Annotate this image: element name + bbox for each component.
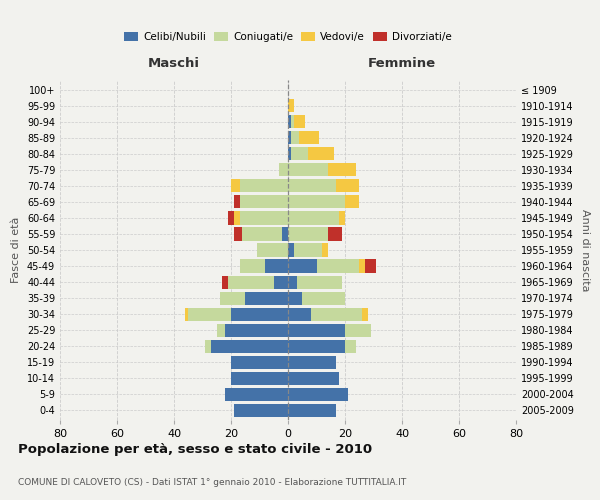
Bar bbox=[228, 276, 274, 288]
Bar bbox=[291, 147, 308, 160]
Bar bbox=[239, 212, 288, 224]
Text: Popolazione per età, sesso e stato civile - 2010: Popolazione per età, sesso e stato civil… bbox=[18, 442, 372, 456]
Bar bbox=[239, 180, 288, 192]
Bar bbox=[345, 196, 359, 208]
Bar bbox=[288, 404, 337, 417]
Bar bbox=[288, 276, 296, 288]
Bar bbox=[234, 212, 239, 224]
Bar bbox=[311, 308, 362, 320]
Bar bbox=[288, 260, 317, 272]
Bar bbox=[302, 292, 345, 304]
Bar bbox=[328, 163, 356, 176]
Bar bbox=[220, 292, 245, 304]
Bar bbox=[288, 180, 337, 192]
Legend: Celibi/Nubili, Coniugati/e, Vedovi/e, Divorziati/e: Celibi/Nubili, Coniugati/e, Vedovi/e, Di… bbox=[120, 28, 456, 46]
Bar bbox=[226, 324, 288, 337]
Bar bbox=[242, 228, 283, 240]
Bar bbox=[362, 308, 368, 320]
Text: Maschi: Maschi bbox=[148, 58, 200, 70]
Bar bbox=[337, 180, 359, 192]
Bar bbox=[280, 163, 288, 176]
Text: Femmine: Femmine bbox=[368, 58, 436, 70]
Bar bbox=[340, 212, 345, 224]
Bar bbox=[299, 131, 319, 144]
Bar bbox=[274, 276, 288, 288]
Bar bbox=[288, 115, 291, 128]
Bar bbox=[291, 115, 294, 128]
Bar bbox=[288, 292, 302, 304]
Bar bbox=[228, 212, 234, 224]
Bar bbox=[234, 228, 242, 240]
Bar bbox=[211, 340, 288, 353]
Bar bbox=[288, 212, 340, 224]
Bar bbox=[223, 276, 228, 288]
Bar bbox=[188, 308, 231, 320]
Bar bbox=[288, 163, 328, 176]
Bar bbox=[322, 244, 328, 256]
Bar bbox=[359, 260, 365, 272]
Bar bbox=[239, 260, 265, 272]
Bar bbox=[296, 276, 342, 288]
Bar bbox=[288, 196, 345, 208]
Bar bbox=[239, 196, 288, 208]
Bar bbox=[288, 308, 311, 320]
Bar bbox=[231, 372, 288, 385]
Bar bbox=[345, 340, 356, 353]
Text: COMUNE DI CALOVETO (CS) - Dati ISTAT 1° gennaio 2010 - Elaborazione TUTTITALIA.I: COMUNE DI CALOVETO (CS) - Dati ISTAT 1° … bbox=[18, 478, 406, 487]
Bar bbox=[288, 388, 348, 401]
Bar bbox=[288, 324, 345, 337]
Bar bbox=[294, 244, 322, 256]
Bar bbox=[205, 340, 211, 353]
Y-axis label: Anni di nascita: Anni di nascita bbox=[580, 208, 590, 291]
Bar bbox=[288, 244, 294, 256]
Bar bbox=[234, 196, 239, 208]
Bar bbox=[288, 228, 328, 240]
Bar bbox=[288, 131, 291, 144]
Bar bbox=[294, 115, 305, 128]
Y-axis label: Fasce di età: Fasce di età bbox=[11, 217, 21, 283]
Bar bbox=[234, 404, 288, 417]
Bar bbox=[291, 131, 299, 144]
Bar bbox=[231, 356, 288, 369]
Bar bbox=[308, 147, 334, 160]
Bar bbox=[226, 388, 288, 401]
Bar bbox=[288, 340, 345, 353]
Bar bbox=[265, 260, 288, 272]
Bar bbox=[231, 180, 239, 192]
Bar bbox=[257, 244, 288, 256]
Bar bbox=[288, 372, 340, 385]
Bar bbox=[345, 324, 371, 337]
Bar bbox=[288, 356, 337, 369]
Bar bbox=[283, 228, 288, 240]
Bar bbox=[245, 292, 288, 304]
Bar bbox=[365, 260, 376, 272]
Bar bbox=[328, 228, 342, 240]
Bar bbox=[185, 308, 188, 320]
Bar bbox=[231, 308, 288, 320]
Bar bbox=[317, 260, 359, 272]
Bar bbox=[288, 147, 291, 160]
Bar bbox=[217, 324, 226, 337]
Bar bbox=[288, 99, 294, 112]
